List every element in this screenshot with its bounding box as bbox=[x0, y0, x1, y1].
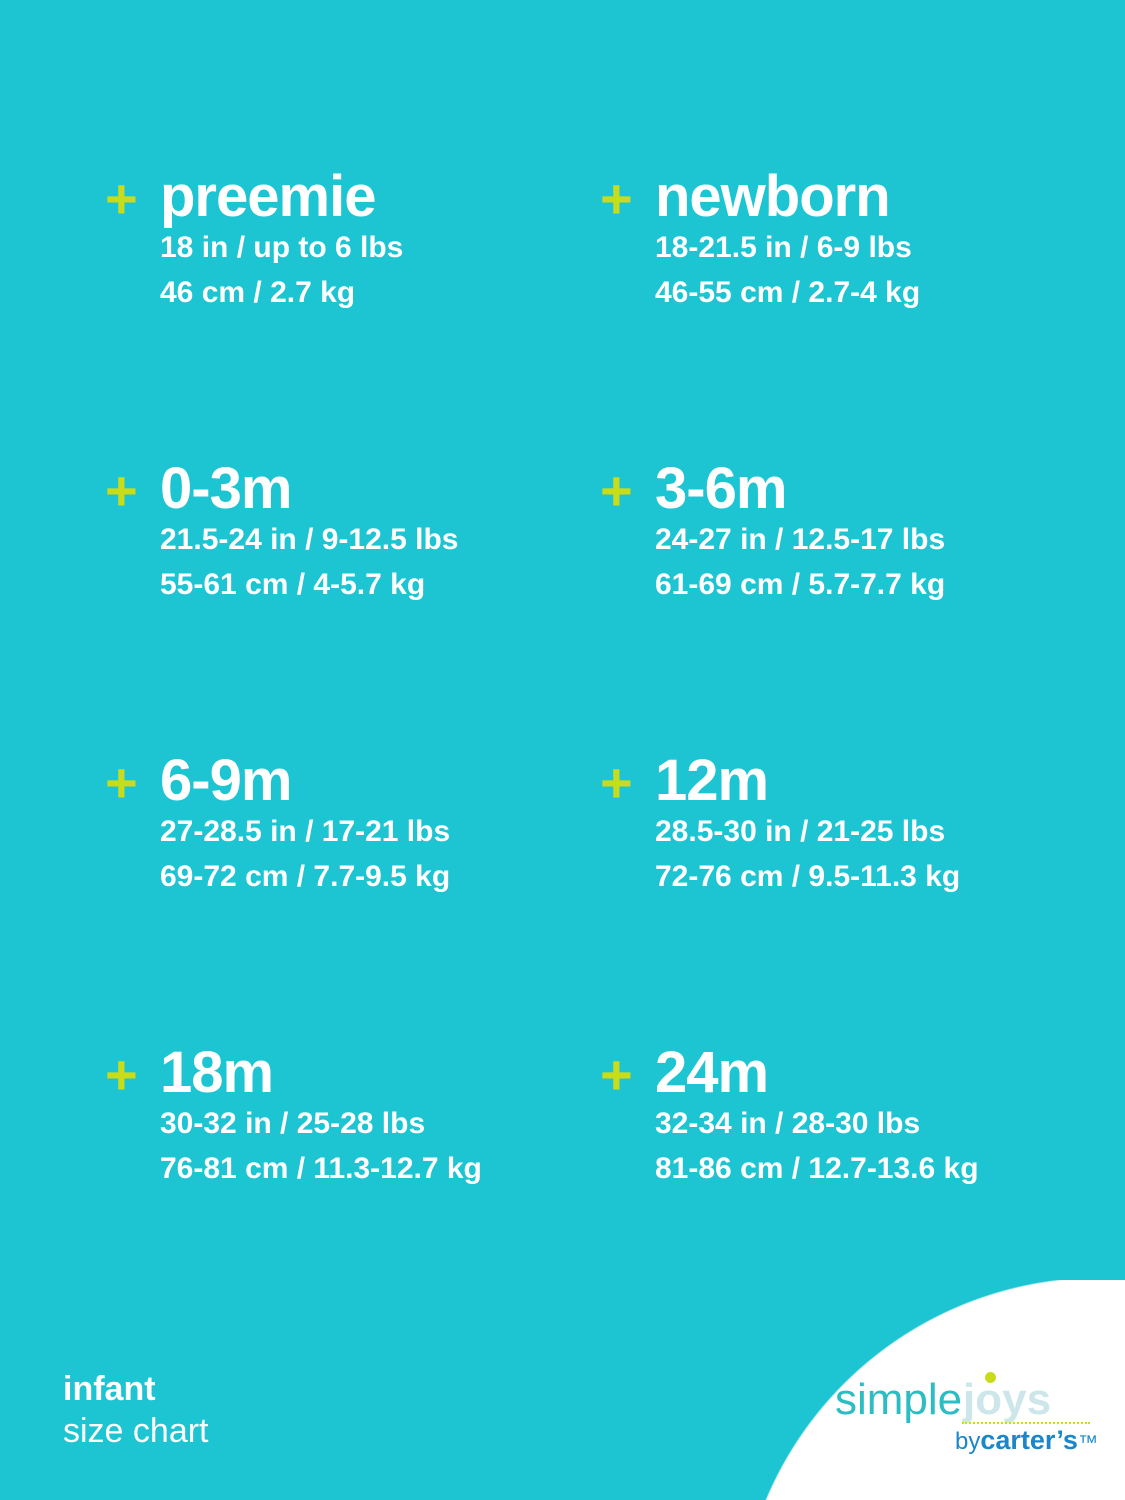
size-imperial: 30-32 in / 25-28 lbs bbox=[160, 1107, 426, 1140]
size-title: 18m bbox=[160, 1040, 274, 1105]
size-imperial: 18-21.5 in / 6-9 lbs bbox=[655, 231, 912, 264]
size-metric: 46 cm / 2.7 kg bbox=[160, 276, 356, 309]
size-metric: 46-55 cm / 2.7-4 kg bbox=[655, 276, 921, 309]
size-title: newborn bbox=[655, 164, 891, 229]
size-imperial: 28.5-30 in / 21-25 lbs bbox=[655, 815, 946, 848]
logo-dot-icon bbox=[985, 1372, 996, 1383]
size-title: preemie bbox=[160, 164, 376, 229]
size-imperial: 18 in / up to 6 lbs bbox=[160, 231, 404, 264]
size-imperial: 24-27 in / 12.5-17 lbs bbox=[655, 523, 946, 556]
size-imperial: 21.5-24 in / 9-12.5 lbs bbox=[160, 523, 459, 556]
caption-size-chart: size chart bbox=[63, 1412, 209, 1450]
chart-caption: infant size chart bbox=[63, 1368, 209, 1452]
logo-by: by bbox=[955, 1428, 981, 1455]
plus-icon: + bbox=[600, 167, 633, 230]
size-metric: 76-81 cm / 11.3-12.7 kg bbox=[160, 1152, 482, 1185]
size-title: 0-3m bbox=[160, 456, 292, 521]
size-title: 12m bbox=[655, 748, 769, 813]
caption-infant: infant bbox=[63, 1370, 156, 1408]
logo-joys: joys bbox=[963, 1375, 1052, 1424]
size-title: 24m bbox=[655, 1040, 769, 1105]
simple-joys-logo: simple joys bycarter’s™ bbox=[835, 1372, 1098, 1472]
size-title: 3-6m bbox=[655, 456, 787, 521]
size-metric: 69-72 cm / 7.7-9.5 kg bbox=[160, 860, 451, 893]
logo-tm: ™ bbox=[1077, 1432, 1098, 1454]
logo-dotted-underline bbox=[962, 1422, 1090, 1424]
plus-icon: + bbox=[105, 459, 138, 522]
plus-icon: + bbox=[600, 459, 633, 522]
size-imperial: 32-34 in / 28-30 lbs bbox=[655, 1107, 921, 1140]
size-metric: 72-76 cm / 9.5-11.3 kg bbox=[655, 860, 961, 893]
logo-simple: simple bbox=[835, 1375, 963, 1424]
plus-icon: + bbox=[105, 167, 138, 230]
logo-by-carters: bycarter’s™ bbox=[955, 1424, 1098, 1459]
plus-icon: + bbox=[600, 1043, 633, 1106]
size-metric: 81-86 cm / 12.7-13.6 kg bbox=[655, 1152, 979, 1185]
plus-icon: + bbox=[600, 751, 633, 814]
size-metric: 61-69 cm / 5.7-7.7 kg bbox=[655, 568, 946, 601]
size-title: 6-9m bbox=[160, 748, 292, 813]
logo-background-circle bbox=[765, 1280, 1125, 1500]
plus-icon: + bbox=[105, 751, 138, 814]
plus-icon: + bbox=[105, 1043, 138, 1106]
size-imperial: 27-28.5 in / 17-21 lbs bbox=[160, 815, 451, 848]
logo-brand: carter’s bbox=[980, 1425, 1078, 1455]
size-metric: 55-61 cm / 4-5.7 kg bbox=[160, 568, 426, 601]
